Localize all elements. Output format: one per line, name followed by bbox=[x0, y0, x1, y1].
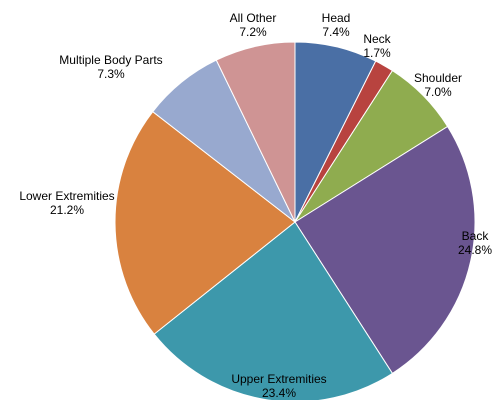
slice-label-upper-extremities: Upper Extremities bbox=[231, 372, 326, 386]
pie-slices bbox=[114, 41, 476, 400]
slice-label-all-other: All Other bbox=[230, 11, 277, 25]
slice-value-back: 24.8% bbox=[458, 243, 492, 257]
slice-label-neck: Neck bbox=[363, 32, 391, 46]
slice-label-shoulder: Shoulder bbox=[414, 71, 462, 85]
slice-label-multiple-body-parts: Multiple Body Parts bbox=[59, 53, 162, 67]
slice-value-head: 7.4% bbox=[322, 25, 350, 39]
slice-label-lower-extremities: Lower Extremities bbox=[19, 189, 114, 203]
slice-value-lower-extremities: 21.2% bbox=[50, 203, 84, 217]
slice-label-head: Head bbox=[322, 11, 351, 25]
slice-value-all-other: 7.2% bbox=[239, 25, 267, 39]
slice-value-shoulder: 7.0% bbox=[424, 85, 452, 99]
slice-back bbox=[294, 125, 476, 375]
slice-lower-extremities bbox=[114, 110, 296, 335]
slice-label-back: Back bbox=[462, 229, 490, 243]
slice-value-neck: 1.7% bbox=[363, 46, 391, 60]
slice-all-other bbox=[215, 41, 296, 223]
slice-value-upper-extremities: 23.4% bbox=[262, 386, 296, 400]
slice-value-multiple-body-parts: 7.3% bbox=[97, 67, 125, 81]
